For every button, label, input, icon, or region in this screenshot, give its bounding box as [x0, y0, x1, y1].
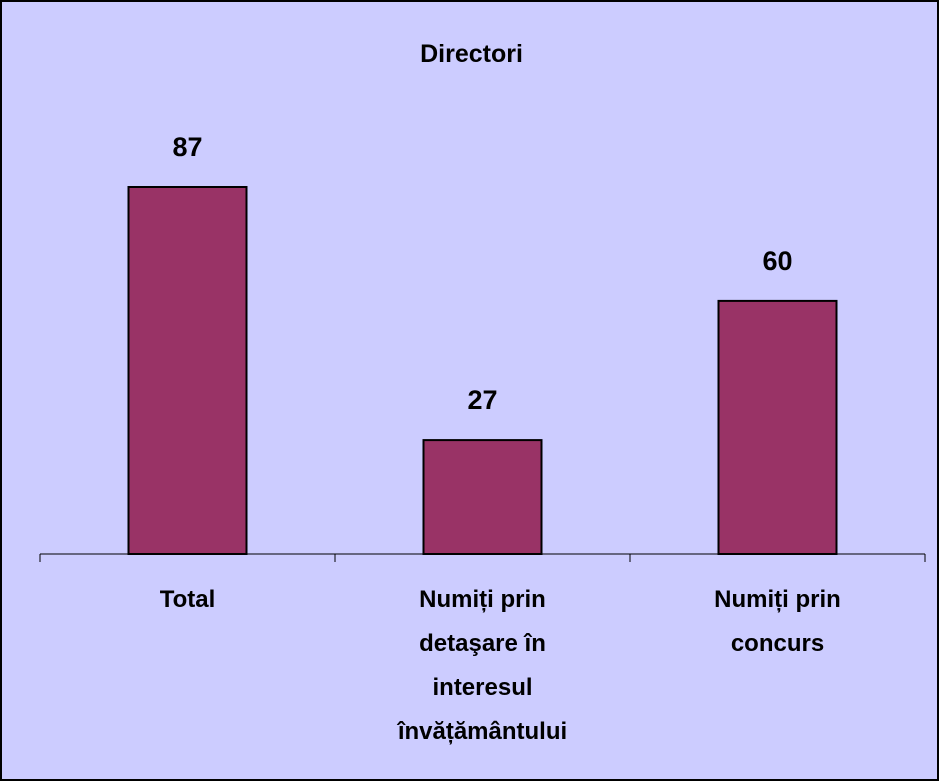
- data-label: 87: [172, 132, 203, 162]
- chart-title: Directori: [420, 40, 523, 68]
- bar: [127, 186, 248, 555]
- data-label: 60: [762, 245, 793, 276]
- bar: [422, 439, 543, 556]
- x-tick-label: Numiți prin detaşare în interesul învăță…: [397, 586, 568, 745]
- bar: [717, 299, 838, 555]
- x-tick-label: Total: [159, 586, 216, 613]
- x-tick-label: Numiți prin concurs: [714, 586, 841, 657]
- data-label: 27: [467, 385, 498, 416]
